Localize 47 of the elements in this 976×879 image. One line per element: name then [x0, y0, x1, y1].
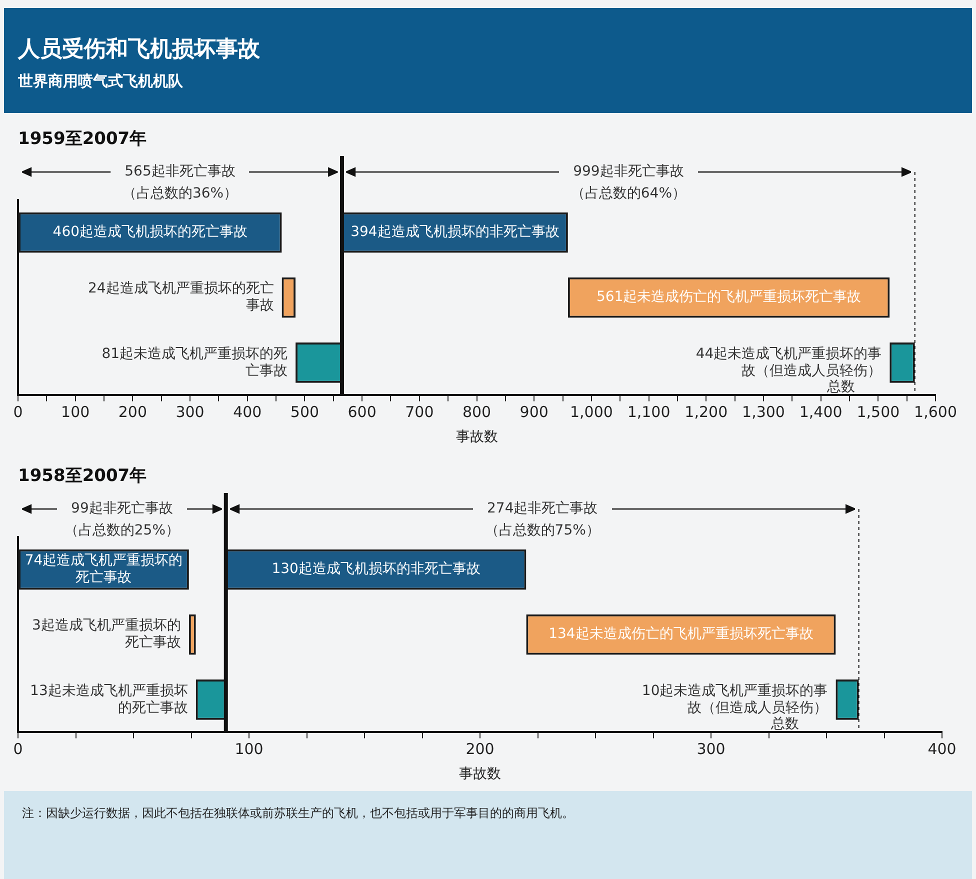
annotation: 999起非死亡事故（占总数的64%） [570, 164, 686, 202]
x-tick-label: 400 [928, 740, 956, 758]
data-label: 394起造成飞机损坏的非死亡事故 [350, 224, 560, 240]
x-axis-title: 事故数 [456, 429, 498, 446]
text: 人员受伤和飞机损坏事故 [18, 36, 261, 64]
x-tick-label: 1,100 [627, 403, 670, 422]
annotation: 99起非死亡事故（占总数的25%） [64, 500, 180, 539]
x-tick-label: 0 [13, 403, 23, 422]
chart-title: 1958至2007年 [18, 465, 148, 487]
x-tick-label: 1,500 [856, 403, 900, 422]
x-tick-label: 1,600 [914, 403, 958, 422]
ref-line-label: 总数 [826, 378, 855, 395]
annotation: 274起非死亡事故（占总数的75%） [484, 500, 600, 539]
data-label: 10起未造成飞机严重损坏的事故（但造成人员轻伤） [642, 682, 828, 716]
data-label: 460起造成飞机损坏的死亡事故 [52, 224, 248, 240]
x-tick-label: 1,400 [799, 403, 842, 422]
x-tick-label: 300 [696, 740, 726, 758]
x-tick-label: 200 [466, 740, 494, 758]
data-label: 3起造成飞机严重损坏的死亡事故 [32, 618, 181, 651]
x-tick-label: 1,300 [742, 403, 785, 422]
chart-title: 1959至2007年 [18, 128, 148, 150]
data-label: 130起造成飞机损坏的非死亡事故 [272, 561, 480, 578]
x-tick-label: 100 [234, 740, 264, 758]
text: 世界商用喷气式飞机机队 [18, 72, 184, 91]
x-tick-label: 700 [405, 403, 434, 422]
data-label: 44起未造成飞机严重损坏的事故（但造成人员轻伤） [696, 346, 882, 379]
text: 注：因缺少运行数据，因此不包括在独联体或前苏联生产的飞机，也不包括或用于军事目的的商用飞机。 [22, 805, 575, 822]
x-tick-label: 0 [13, 740, 23, 758]
x-tick-label: 1,000 [570, 403, 613, 422]
x-axis-title: 事故数 [459, 766, 501, 782]
annotation: 565起非死亡事故（占总数的36%） [122, 164, 238, 202]
x-tick-label: 400 [233, 403, 262, 422]
x-tick-label: 200 [118, 403, 148, 422]
x-tick-label: 100 [61, 403, 90, 422]
x-tick-label: 600 [348, 403, 376, 422]
x-tick-label: 500 [290, 403, 320, 422]
ref-line-label: 总数 [770, 716, 799, 732]
data-label: 24起造成飞机严重损坏的死亡事故 [88, 280, 274, 314]
data-label: 561起未造成伤亡的飞机严重损坏死亡事故 [596, 289, 862, 306]
x-tick-label: 900 [520, 403, 548, 422]
data-label: 134起未造成伤亡的飞机严重损坏死亡事故 [548, 626, 814, 642]
data-label: 81起未造成飞机严重损坏的死亡事故 [102, 346, 288, 379]
data-label: 13起未造成飞机严重损坏的死亡事故 [30, 682, 188, 716]
x-tick-label: 300 [176, 403, 204, 422]
x-tick-label: 1,200 [684, 403, 728, 422]
x-tick-label: 800 [462, 403, 492, 422]
data-label: 74起造成飞机严重损坏的死亡事故 [24, 552, 183, 586]
